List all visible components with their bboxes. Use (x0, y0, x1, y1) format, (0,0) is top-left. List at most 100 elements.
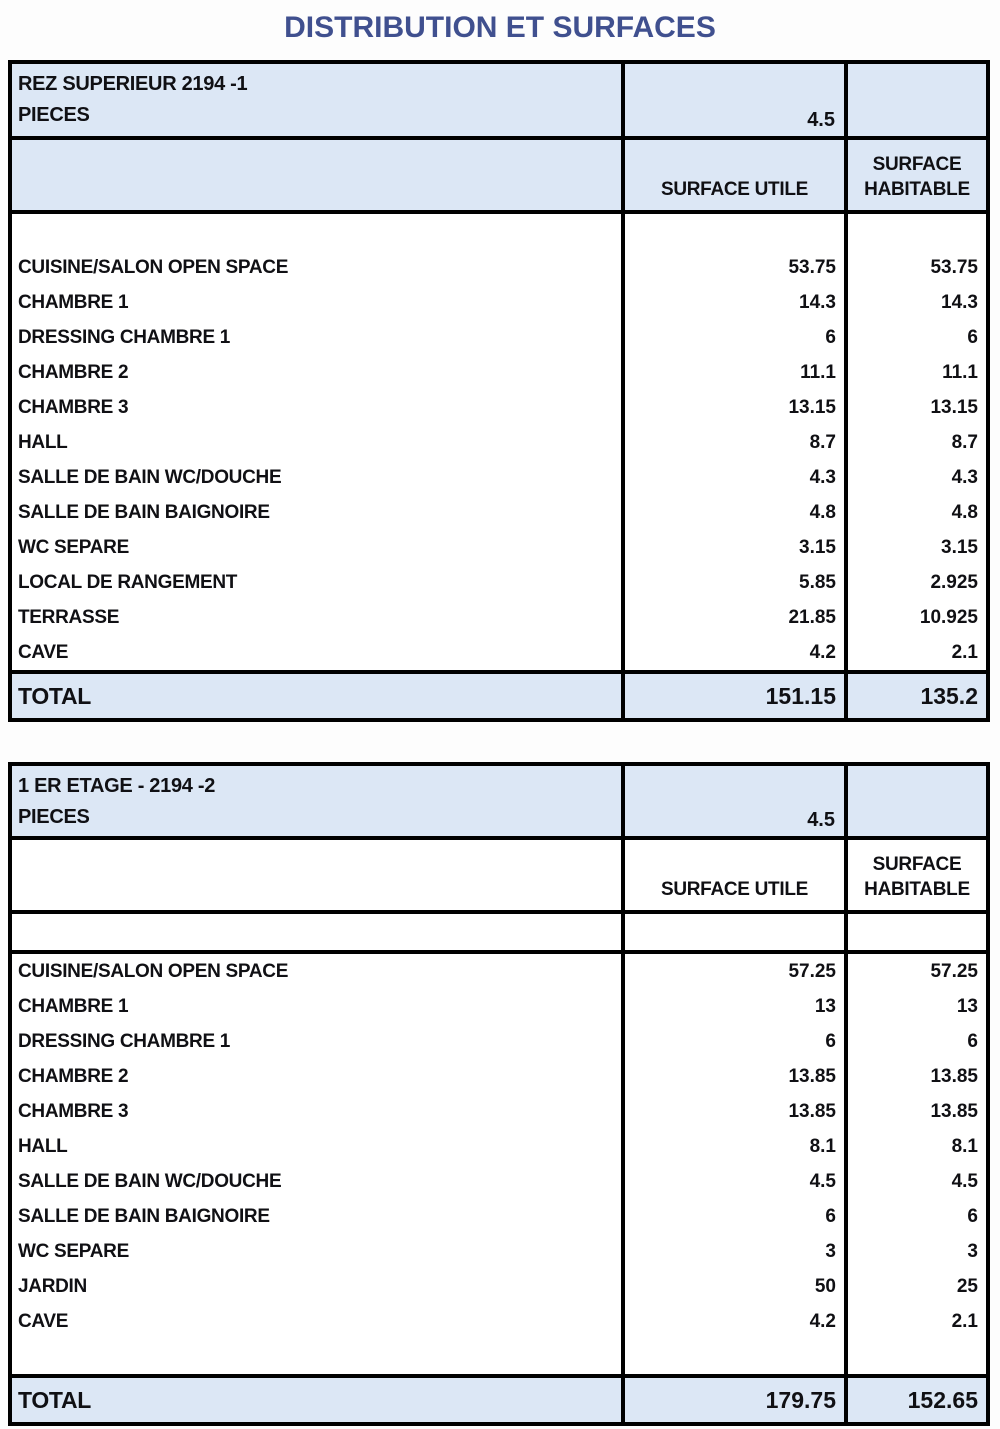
row-surface-habitable: 10.925 (844, 600, 986, 635)
row-label: CHAMBRE 3 (18, 1100, 129, 1122)
row-surface-utile: 6 (621, 1024, 844, 1059)
row-label: DRESSING CHAMBRE 1 (18, 326, 231, 348)
total-label: TOTAL (12, 1378, 621, 1422)
total-surface-utile: 151.15 (621, 674, 844, 718)
empty-row (12, 214, 986, 250)
row-surface-habitable: 13.15 (844, 390, 986, 425)
row-surface-utile: 6 (621, 1199, 844, 1234)
row-surface-habitable: 11.1 (844, 355, 986, 390)
row-label: LOCAL DE RANGEMENT (18, 571, 238, 593)
row-label: CHAMBRE 2 (18, 1065, 129, 1087)
row-surface-habitable: 25 (844, 1269, 986, 1304)
empty-row (12, 1339, 986, 1374)
table-row: CHAMBRE 3 13.15 13.15 (12, 390, 986, 425)
table-row: TERRASSE 21.85 10.925 (12, 600, 986, 635)
total-surface-habitable: 152.65 (844, 1378, 986, 1422)
row-label: CUISINE/SALON OPEN SPACE (18, 960, 289, 982)
table-row: CUISINE/SALON OPEN SPACE 53.75 53.75 (12, 250, 986, 285)
table-row: CHAMBRE 2 13.85 13.85 (12, 1059, 986, 1094)
row-surface-habitable: 2.1 (844, 1304, 986, 1339)
row-surface-habitable: 4.8 (844, 495, 986, 530)
row-surface-habitable: 4.3 (844, 460, 986, 495)
row-surface-utile: 13.85 (621, 1094, 844, 1129)
row-surface-habitable: 3.15 (844, 530, 986, 565)
table-row: SALLE DE BAIN BAIGNOIRE 4.8 4.8 (12, 495, 986, 530)
row-surface-utile: 4.2 (621, 635, 844, 670)
row-surface-habitable: 4.5 (844, 1164, 986, 1199)
row-surface-utile: 11.1 (621, 355, 844, 390)
row-surface-habitable: 8.1 (844, 1129, 986, 1164)
row-label: SALLE DE BAIN BAIGNOIRE (18, 1205, 270, 1227)
table-row: JARDIN 50 25 (12, 1269, 986, 1304)
total-row: TOTAL 151.15 135.2 (12, 670, 986, 718)
row-label: CAVE (18, 1310, 69, 1332)
table-row: SALLE DE BAIN BAIGNOIRE 6 6 (12, 1199, 986, 1234)
pieces-label: PIECES (18, 104, 90, 126)
row-label: WC SEPARE (18, 1240, 129, 1262)
column-header-row: SURFACE UTILE SURFACE HABITABLE (12, 136, 986, 210)
block-title-cell: REZ SUPERIEUR 2194 -1 PIECES (12, 64, 621, 136)
row-surface-utile: 4.3 (621, 460, 844, 495)
column-header-empty-cell (12, 140, 621, 210)
row-surface-utile: 21.85 (621, 600, 844, 635)
table-row: CHAMBRE 3 13.85 13.85 (12, 1094, 986, 1129)
row-surface-utile: 5.85 (621, 565, 844, 600)
row-surface-utile: 13 (621, 989, 844, 1024)
row-surface-utile: 6 (621, 320, 844, 355)
row-surface-utile: 8.1 (621, 1129, 844, 1164)
block-title-cell: 1 ER ETAGE - 2194 -2 PIECES (12, 766, 621, 836)
row-label: CHAMBRE 1 (18, 995, 129, 1017)
row-label: CHAMBRE 2 (18, 361, 129, 383)
table-row: DRESSING CHAMBRE 1 6 6 (12, 1024, 986, 1059)
row-surface-habitable: 13.85 (844, 1094, 986, 1129)
row-surface-utile: 4.5 (621, 1164, 844, 1199)
col-header-surface-utile: SURFACE UTILE (621, 140, 844, 210)
row-surface-habitable: 13.85 (844, 1059, 986, 1094)
row-surface-habitable: 6 (844, 1024, 986, 1059)
block-header-row: 1 ER ETAGE - 2194 -2 PIECES 4.5 (12, 766, 986, 836)
row-label: SALLE DE BAIN BAIGNOIRE (18, 501, 270, 523)
page-title: DISTRIBUTION ET SURFACES (284, 11, 716, 45)
row-surface-habitable: 3 (844, 1234, 986, 1269)
row-surface-habitable: 13 (844, 989, 986, 1024)
data-rows: CUISINE/SALON OPEN SPACE 53.75 53.75 CHA… (12, 210, 986, 670)
table-row: SALLE DE BAIN WC/DOUCHE 4.5 4.5 (12, 1164, 986, 1199)
table-row: WC SEPARE 3.15 3.15 (12, 530, 986, 565)
table-row: CHAMBRE 2 11.1 11.1 (12, 355, 986, 390)
total-surface-utile: 179.75 (621, 1378, 844, 1422)
block-title: 1 ER ETAGE - 2194 -2 (18, 775, 216, 797)
block-header-row: REZ SUPERIEUR 2194 -1 PIECES 4.5 (12, 64, 986, 136)
row-label: WC SEPARE (18, 536, 129, 558)
row-label: SALLE DE BAIN WC/DOUCHE (18, 466, 282, 488)
table-row: CHAMBRE 1 14.3 14.3 (12, 285, 986, 320)
table-row: CAVE 4.2 2.1 (12, 1304, 986, 1339)
row-label: HALL (18, 431, 68, 453)
row-surface-utile: 57.25 (621, 954, 844, 989)
col-header-surface-habitable: SURFACE HABITABLE (844, 140, 986, 210)
row-label: JARDIN (18, 1275, 87, 1297)
pieces-value: 4.5 (621, 64, 844, 136)
table-row: SALLE DE BAIN WC/DOUCHE 4.3 4.3 (12, 460, 986, 495)
row-surface-utile: 8.7 (621, 425, 844, 460)
row-surface-habitable: 2.925 (844, 565, 986, 600)
row-surface-utile: 13.85 (621, 1059, 844, 1094)
row-surface-utile: 13.15 (621, 390, 844, 425)
row-surface-habitable: 57.25 (844, 954, 986, 989)
row-surface-utile: 50 (621, 1269, 844, 1304)
table-row: WC SEPARE 3 3 (12, 1234, 986, 1269)
table-premier-etage: 1 ER ETAGE - 2194 -2 PIECES 4.5 SURFACE … (8, 762, 990, 1426)
spacer-row (12, 910, 986, 950)
total-row: TOTAL 179.75 152.65 (12, 1374, 986, 1422)
table-row: HALL 8.1 8.1 (12, 1129, 986, 1164)
col-header-surface-utile: SURFACE UTILE (621, 840, 844, 910)
row-surface-utile: 4.2 (621, 1304, 844, 1339)
row-label: CHAMBRE 3 (18, 396, 129, 418)
block-header-empty-cell (844, 64, 986, 136)
pieces-value: 4.5 (621, 766, 844, 836)
column-header-row: SURFACE UTILE SURFACE HABITABLE (12, 836, 986, 910)
row-surface-habitable: 8.7 (844, 425, 986, 460)
row-label: CAVE (18, 641, 69, 663)
row-label: SALLE DE BAIN WC/DOUCHE (18, 1170, 282, 1192)
pieces-label: PIECES (18, 806, 90, 828)
row-surface-utile: 3.15 (621, 530, 844, 565)
